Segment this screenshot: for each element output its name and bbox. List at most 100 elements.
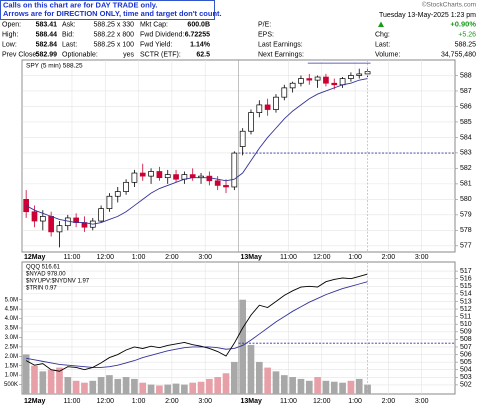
- candle-body: [306, 78, 313, 81]
- volume-bar: [139, 382, 147, 394]
- volume-bar: [322, 380, 330, 394]
- candle-body: [273, 96, 279, 110]
- volume-bar: [214, 377, 222, 394]
- x-tick-label: 3:00: [198, 254, 212, 261]
- candle-body: [148, 171, 154, 177]
- volume-bar: [72, 380, 80, 394]
- y-tick-label: 509: [460, 329, 472, 336]
- candle-body: [139, 172, 146, 177]
- y-tick-label: 513: [460, 298, 472, 305]
- quote-value: 588.22 x 800: [94, 31, 135, 38]
- x-tick-label: 3:00: [415, 254, 429, 261]
- volume-bar: [39, 371, 47, 394]
- candle-body: [131, 172, 138, 183]
- moving-average: [26, 281, 368, 368]
- y-tick-label: 583: [460, 150, 472, 157]
- quote-value: 582.99: [36, 51, 58, 58]
- volume-bar: [181, 384, 188, 394]
- x-tick-label: 11:00: [280, 398, 297, 405]
- volume-bar: [272, 371, 280, 394]
- volume-bar: [314, 377, 321, 394]
- x-tick-label: 1:00: [348, 254, 362, 261]
- volume-bar: [164, 384, 172, 394]
- y-tick-label: 506: [460, 351, 472, 358]
- quote-value: 582.84: [36, 41, 58, 48]
- quote-label: Bid:: [62, 31, 74, 38]
- note-box: [0, 0, 215, 20]
- volume-bar: [64, 377, 72, 394]
- quote-label: Fwd Dividend:: [140, 31, 184, 38]
- x-tick-label: 12:00: [97, 254, 115, 261]
- x-tick-label: 2:00: [382, 254, 396, 261]
- candle-body: [289, 82, 296, 89]
- volume-bar: [355, 378, 363, 394]
- volume-bar: [231, 361, 238, 394]
- y-tick-label: 580: [460, 196, 472, 203]
- volume-bar: [330, 381, 338, 394]
- volume-bar: [206, 378, 213, 394]
- x-tick-label: 12May: [24, 398, 46, 405]
- candle-body: [264, 104, 271, 110]
- y2-tick-label: 3.5M: [5, 326, 18, 332]
- x-tick-label: 2:00: [382, 398, 396, 405]
- volume-bar: [47, 369, 55, 394]
- x-tick-label: 13May: [241, 398, 263, 405]
- candle-body: [231, 152, 238, 188]
- y-tick-label: 503: [460, 374, 472, 381]
- y2-tick-label: 1.5M: [5, 363, 18, 369]
- volume-bar: [197, 381, 205, 394]
- site-credit: ©StockCharts.com: [422, 1, 476, 9]
- x-tick-label: 2:00: [165, 254, 179, 261]
- volume-bar: [89, 380, 97, 394]
- x-tick-label: 1:00: [132, 398, 146, 405]
- quote-label: Low:: [2, 41, 17, 48]
- x-tick-label: 3:00: [198, 398, 212, 405]
- x-tick-label: 11:00: [63, 398, 80, 405]
- x-tick-label: 12:00: [313, 254, 331, 261]
- volume-bar: [297, 378, 305, 394]
- volume-bar: [255, 361, 263, 394]
- candle-body: [48, 216, 54, 233]
- y-tick-label: 578: [460, 227, 472, 234]
- quote-label: Last:: [62, 41, 77, 48]
- candle-body: [214, 180, 221, 186]
- candle-body: [164, 174, 171, 179]
- x-tick-label: 11:00: [63, 254, 80, 261]
- volume-bar: [189, 382, 197, 394]
- quote-label: Fwd Yield:: [140, 41, 172, 48]
- quote-label: Last Earnings:: [258, 41, 303, 48]
- y-tick-label: 588: [460, 72, 472, 79]
- candle-body: [281, 87, 288, 98]
- volume-bar: [305, 380, 313, 394]
- candle-body: [356, 73, 363, 76]
- y-tick-label: 510: [460, 321, 472, 328]
- y-tick-label: 515: [460, 283, 472, 290]
- candle-body: [256, 104, 263, 113]
- quote-value: 588.25: [455, 41, 477, 48]
- x-tick-label: 13May: [241, 254, 263, 261]
- volume-bar: [147, 384, 155, 394]
- volume-bar: [22, 354, 30, 394]
- quote-value: yes: [123, 51, 134, 58]
- note-line: Calls on this chart are for DAY TRADE on…: [3, 0, 157, 9]
- date: Tuesday 13-May-2025 1:23 pm: [379, 12, 476, 19]
- x-tick-label: 12:00: [313, 398, 331, 405]
- volume-bar: [122, 377, 130, 394]
- volume-bar: [156, 385, 163, 394]
- y2-tick-label: 2.0M: [5, 354, 18, 360]
- y-tick-label: 504: [460, 367, 472, 374]
- y-tick-label: 505: [460, 359, 472, 366]
- volume-bar: [97, 377, 105, 394]
- quote-value: 6.72255: [185, 31, 210, 38]
- volume-bar: [81, 382, 88, 394]
- quote-label: Volume:: [375, 51, 400, 58]
- volume-bar: [347, 380, 355, 394]
- y-tick-label: 587: [460, 88, 472, 95]
- legend: SPY (5 min) 588.25: [26, 63, 83, 70]
- volume-bar: [106, 375, 113, 394]
- y-tick-label: 585: [460, 119, 472, 126]
- volume-bar: [239, 299, 246, 394]
- quote-label: SCTR (ETF):: [140, 51, 181, 58]
- y-tick-label: 516: [460, 276, 472, 283]
- y-tick-label: 579: [460, 212, 472, 219]
